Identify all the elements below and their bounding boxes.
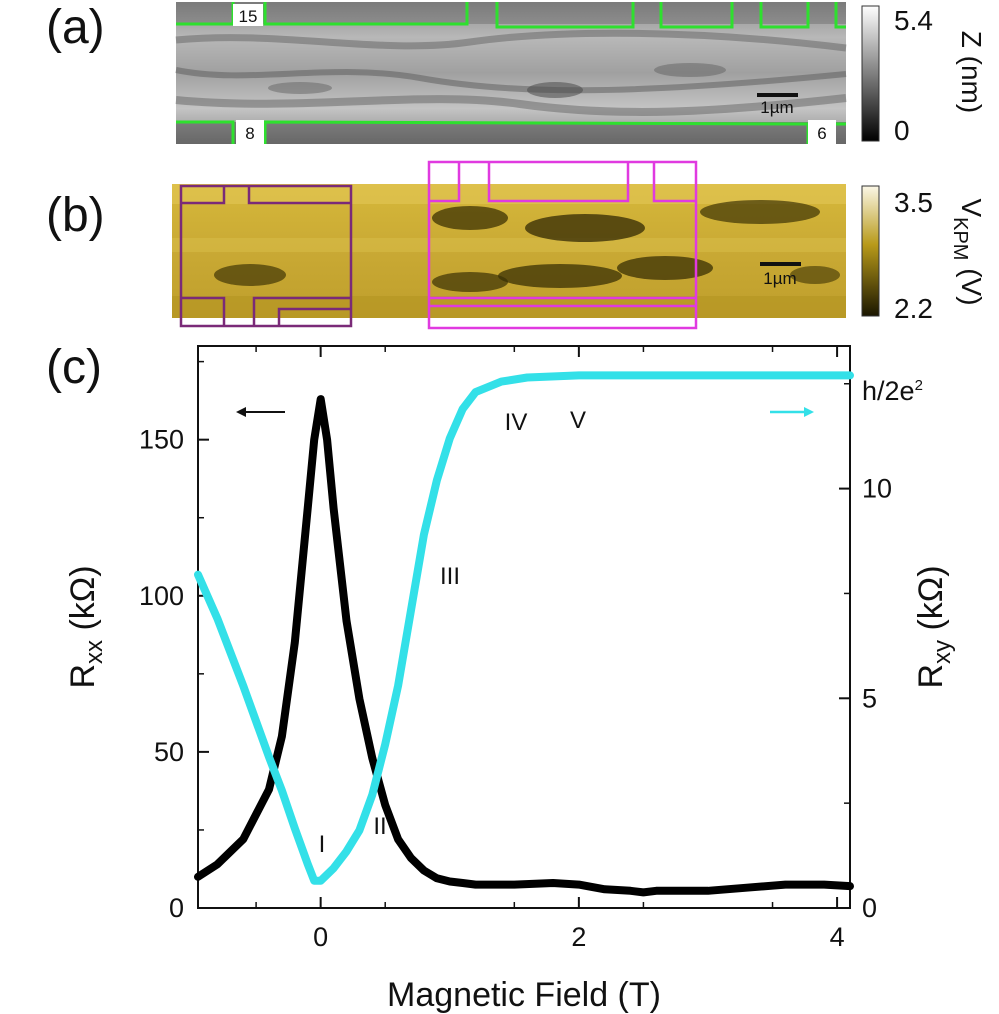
series-layer — [194, 371, 854, 897]
plot-frame — [197, 345, 851, 909]
region-label-iv: IV — [505, 409, 528, 436]
left-axis-arrow — [236, 407, 285, 417]
x-axis-ticks: 0 2 4 — [255, 346, 845, 952]
region-label-ii: II — [373, 813, 386, 840]
electrode-label-6: 6 — [817, 124, 826, 143]
rxx-series-line — [194, 395, 854, 897]
colorbar-a-max: 5.4 — [894, 5, 933, 36]
y-right-tick-label: 0 — [862, 893, 877, 923]
region-label-iii: III — [440, 563, 460, 590]
panel-a-label: (a) — [46, 1, 105, 54]
x-axis-title: Magnetic Field (T) — [387, 976, 661, 1014]
y-right-axis-title: Rxy (kΩ) — [912, 565, 956, 688]
y-left-tick-label: 150 — [139, 425, 184, 455]
x-tick-label: 4 — [830, 922, 845, 952]
panel-c-label: (c) — [46, 341, 102, 394]
y-left-axis-title: Rxx (kΩ) — [64, 565, 108, 688]
y-right-tick-label: 10 — [862, 474, 892, 504]
y-right-tick-label: 5 — [862, 683, 877, 713]
right-axis-arrow — [770, 407, 814, 417]
scale-bar-a-label: 1µm — [760, 98, 793, 117]
colorbar-a-min: 0 — [894, 115, 910, 146]
kpm-outline-left — [179, 184, 353, 328]
electrode-label-boxes — [233, 4, 836, 144]
scale-bar-b-label: 1µm — [763, 269, 796, 288]
region-label-i: I — [319, 831, 326, 858]
kpm-image — [172, 184, 846, 318]
panel-b-label: (b) — [46, 189, 105, 242]
rxy-series-line — [194, 371, 854, 885]
x-tick-label: 2 — [571, 922, 586, 952]
y-right-axis-ticks: 0 5 10 — [839, 382, 892, 923]
y-left-tick-label: 100 — [139, 581, 184, 611]
chart-panel-c: 0 2 4 0 50 100 150 0 5 10 Magnetic Field (T) Rx… — [64, 345, 956, 1014]
region-label-v: V — [570, 407, 586, 434]
colorbar-b-max: 3.5 — [894, 187, 933, 218]
quantum-resistance-label: h/2e2 — [862, 376, 923, 406]
y-left-tick-label: 0 — [169, 893, 184, 923]
colorbar-b — [861, 185, 880, 317]
y-left-tick-label: 50 — [154, 737, 184, 767]
electrode-label-15: 15 — [239, 7, 258, 26]
kpm-outline-right — [427, 160, 698, 330]
y-left-axis-ticks: 0 50 100 150 — [139, 360, 209, 923]
x-tick-label: 0 — [313, 922, 328, 952]
colorbar-a-title: Z (nm) — [956, 31, 987, 113]
colorbar-b-min: 2.2 — [894, 293, 933, 324]
electrode-label-8: 8 — [245, 124, 254, 143]
colorbar-a — [861, 5, 880, 142]
colorbar-b-title: VKPM (V) — [949, 198, 987, 305]
